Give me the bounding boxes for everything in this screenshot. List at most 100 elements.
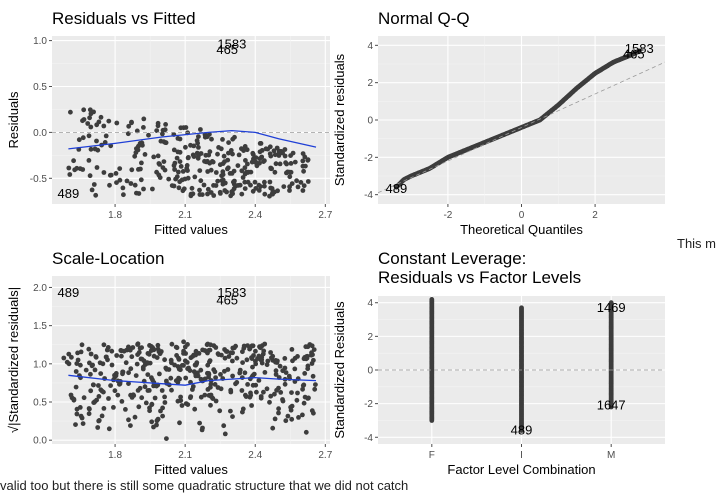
data-point xyxy=(192,174,198,180)
data-point xyxy=(112,388,118,394)
y-tick-label: 1.0 xyxy=(33,36,47,47)
data-point xyxy=(213,183,219,188)
data-point xyxy=(292,366,298,372)
y-tick-label: 0.5 xyxy=(33,82,47,93)
x-tick-label: 1.8 xyxy=(108,210,122,221)
data-point xyxy=(285,413,291,419)
data-point xyxy=(213,345,219,350)
data-point xyxy=(81,117,87,122)
data-point xyxy=(230,414,235,419)
point-label: 465 xyxy=(216,292,238,307)
data-point xyxy=(129,167,135,173)
data-point xyxy=(295,184,301,190)
data-point xyxy=(93,192,99,198)
data-point xyxy=(197,168,203,174)
data-point xyxy=(288,161,294,166)
data-point xyxy=(126,381,131,386)
data-point xyxy=(185,402,191,407)
data-point xyxy=(282,147,288,152)
data-point xyxy=(636,48,642,54)
data-point xyxy=(261,348,267,354)
data-point xyxy=(132,153,138,159)
data-point xyxy=(300,151,306,157)
data-point xyxy=(230,151,235,157)
data-point xyxy=(78,349,84,355)
y-axis-label: √|Standardized residuals| xyxy=(6,287,21,433)
data-point xyxy=(151,154,157,160)
data-point xyxy=(99,413,105,419)
data-point xyxy=(109,348,115,354)
data-point xyxy=(295,390,300,396)
data-point xyxy=(164,436,169,441)
data-point xyxy=(178,394,184,400)
data-point xyxy=(277,161,283,167)
data-point xyxy=(206,374,212,380)
data-point xyxy=(181,339,187,345)
data-point xyxy=(68,109,73,115)
data-point xyxy=(139,140,145,146)
data-point xyxy=(135,341,141,347)
data-point xyxy=(137,345,143,351)
data-point xyxy=(301,382,307,388)
data-point xyxy=(163,140,169,146)
data-point xyxy=(133,373,139,378)
data-point xyxy=(213,375,219,380)
data-point xyxy=(162,357,168,363)
data-point xyxy=(113,171,119,176)
y-tick-label: 0.5 xyxy=(33,398,47,409)
data-point xyxy=(283,160,288,166)
data-point xyxy=(303,344,309,350)
data-point xyxy=(111,405,116,410)
data-point xyxy=(156,349,162,354)
data-point xyxy=(182,358,188,364)
data-point xyxy=(429,297,435,302)
data-point xyxy=(66,165,72,171)
data-point xyxy=(119,353,124,359)
data-point xyxy=(141,125,146,130)
data-point xyxy=(251,371,257,377)
data-point xyxy=(151,353,157,359)
gridlines xyxy=(52,36,330,204)
data-point xyxy=(67,172,73,177)
data-point xyxy=(232,178,237,184)
data-point xyxy=(132,414,138,420)
data-point xyxy=(88,351,94,357)
y-tick-label: -2 xyxy=(364,399,373,410)
data-point xyxy=(249,356,255,361)
chart-title: Normal Q-Q xyxy=(378,9,470,28)
data-point xyxy=(272,391,277,397)
data-point xyxy=(250,382,256,388)
data-point xyxy=(88,388,94,394)
data-point xyxy=(257,160,262,166)
data-point xyxy=(198,367,204,373)
data-point xyxy=(186,155,191,160)
data-point xyxy=(213,170,219,175)
data-point xyxy=(91,182,97,187)
data-point xyxy=(132,182,138,188)
data-point xyxy=(197,192,203,197)
data-point xyxy=(74,361,80,366)
data-point xyxy=(202,392,208,398)
data-point xyxy=(258,394,264,399)
data-point xyxy=(117,381,123,387)
y-tick-label: -4 xyxy=(364,190,373,201)
data-point xyxy=(89,187,95,193)
data-point xyxy=(243,158,248,163)
data-point xyxy=(160,413,166,419)
data-point xyxy=(96,119,102,125)
data-point xyxy=(94,138,99,144)
data-point xyxy=(218,191,223,196)
data-point xyxy=(198,376,204,382)
data-point xyxy=(222,355,228,361)
data-point xyxy=(194,138,200,144)
data-point xyxy=(180,169,186,174)
data-point xyxy=(282,356,288,361)
data-point xyxy=(88,371,93,377)
data-point xyxy=(309,350,314,356)
data-point xyxy=(108,383,113,388)
data-point xyxy=(197,420,203,426)
data-point xyxy=(230,358,235,364)
data-point xyxy=(86,346,92,352)
data-point xyxy=(257,156,263,162)
